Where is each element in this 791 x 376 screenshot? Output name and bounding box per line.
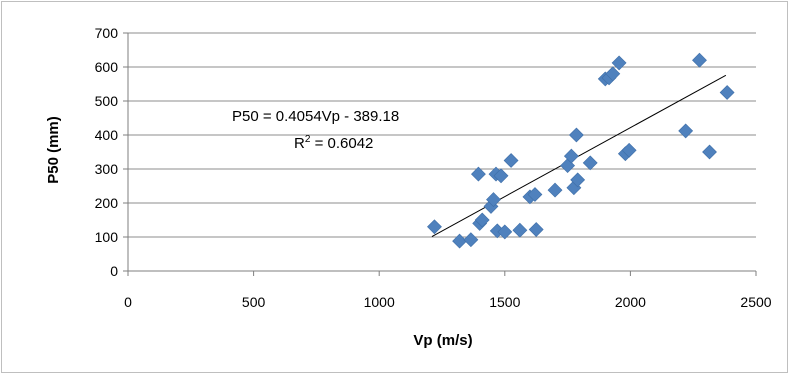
data-point — [719, 85, 735, 100]
r-squared-label: R2 = 0.6042 — [294, 134, 373, 152]
axes — [123, 32, 757, 276]
x-tick-label: 2000 — [615, 294, 646, 310]
data-point — [547, 182, 563, 198]
data-point — [692, 52, 707, 68]
y-axis-title: P50 (mm) — [45, 116, 62, 184]
data-point — [452, 233, 468, 249]
data-point — [528, 222, 544, 237]
data-point — [570, 172, 586, 188]
gridlines — [128, 32, 756, 238]
data-point — [493, 168, 509, 184]
x-axis-title: Vp (m/s) — [413, 332, 472, 349]
data-point — [503, 153, 519, 168]
x-tick-label: 1000 — [364, 294, 395, 310]
data-point — [621, 142, 637, 158]
data-point — [497, 224, 513, 240]
data-point — [486, 192, 501, 208]
data-point — [427, 219, 442, 235]
y-tick-label: 700 — [95, 25, 119, 41]
data-point — [563, 148, 579, 164]
trendline-equation: P50 = 0.4054Vp - 389.18 — [232, 108, 399, 125]
data-point — [470, 166, 486, 182]
x-tick-label: 2500 — [740, 294, 771, 310]
y-tick-label: 500 — [95, 93, 119, 109]
data-point — [474, 212, 490, 228]
x-tick-label: 1500 — [489, 294, 520, 310]
data-point — [678, 123, 694, 139]
x-tick-label: 500 — [242, 294, 266, 310]
y-tick-label: 300 — [95, 161, 119, 177]
trendline — [431, 74, 727, 237]
trendline-group — [431, 74, 727, 237]
y-tick-label: 400 — [95, 127, 119, 143]
data-point — [611, 55, 627, 71]
y-tick-label: 0 — [110, 263, 118, 279]
data-point — [512, 222, 528, 238]
data-point — [463, 232, 479, 248]
data-point — [527, 187, 543, 202]
data-point — [582, 155, 598, 171]
y-tick-label: 200 — [95, 195, 119, 211]
data-point — [605, 66, 621, 82]
x-tick-label: 0 — [124, 294, 132, 310]
y-tick-label: 600 — [95, 59, 119, 75]
data-point — [568, 127, 584, 143]
tick-labels: 0 100 200 300 400 500 600 700 0 500 1000 1500 2000 25… — [95, 25, 772, 310]
y-tick-label: 100 — [95, 229, 119, 245]
data-points — [427, 52, 735, 249]
data-point — [702, 144, 717, 160]
